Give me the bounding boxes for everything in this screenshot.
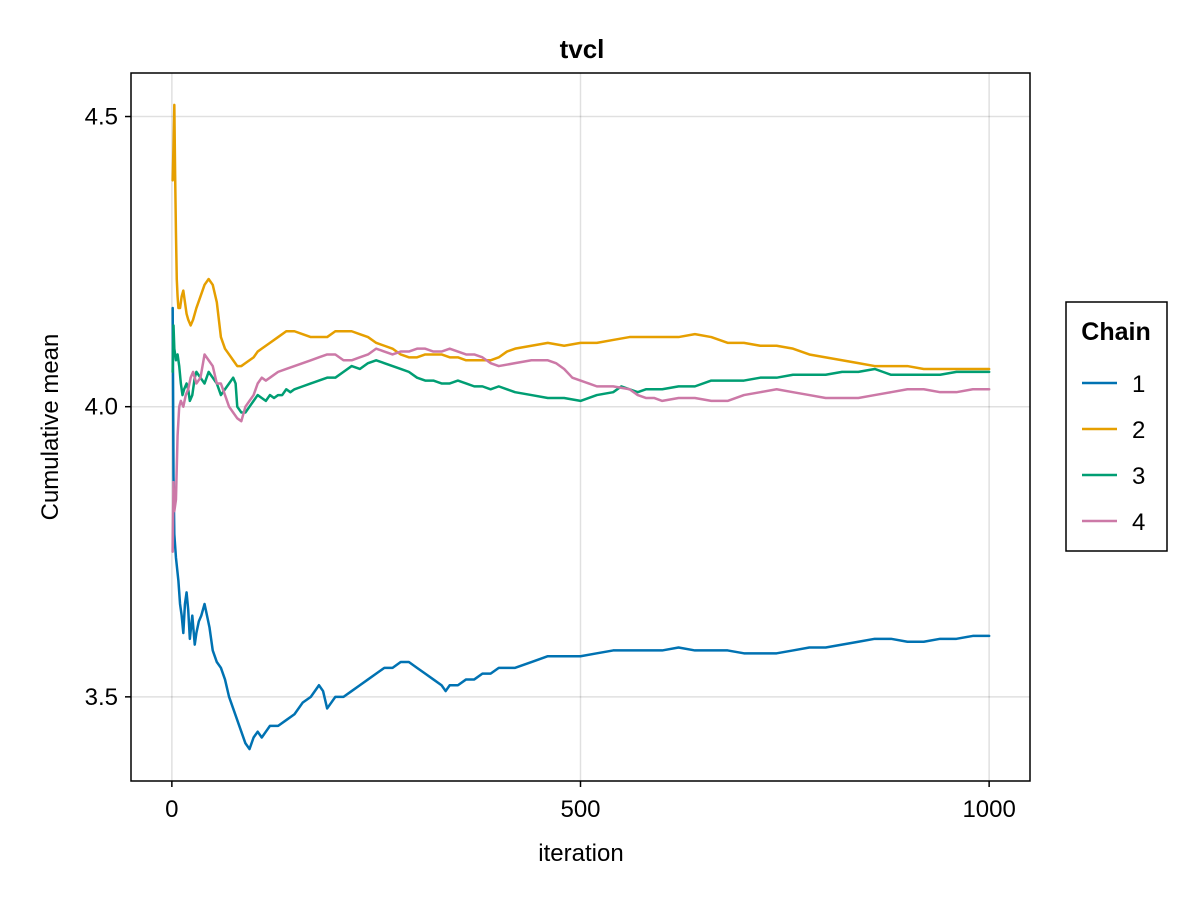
series-line-chain-2 (171, 103, 991, 371)
x-tick-label: 1000 (962, 796, 1015, 823)
series-line-chain-3 (171, 324, 991, 414)
legend: Chain 1 2 3 4 (1065, 301, 1168, 552)
x-axis-label: iteration (538, 840, 623, 867)
legend-label-chain-2: 2 (1132, 417, 1145, 444)
ticks: 0 500 1000 3.5 4.0 4.5 (85, 104, 1016, 823)
series-line-chain-4 (171, 347, 991, 554)
legend-title: Chain (1081, 318, 1150, 346)
legend-label-chain-3: 3 (1132, 463, 1145, 490)
y-axis-label: Cumulative mean (37, 334, 64, 521)
legend-box (1065, 301, 1168, 552)
legend-items: 1 2 3 4 (1082, 371, 1145, 536)
y-tick-label: 3.5 (85, 684, 118, 711)
series-line-chain-1 (171, 306, 991, 751)
x-tick-label: 0 (165, 796, 178, 823)
x-tick-label: 500 (560, 796, 600, 823)
chart-title: tvcl (560, 34, 605, 64)
legend-label-chain-1: 1 (1132, 371, 1145, 398)
legend-label-chain-4: 4 (1132, 509, 1145, 536)
grid (131, 73, 1030, 781)
y-tick-label: 4.0 (85, 394, 118, 421)
series-layer (171, 103, 991, 751)
y-tick-label: 4.5 (85, 104, 118, 131)
